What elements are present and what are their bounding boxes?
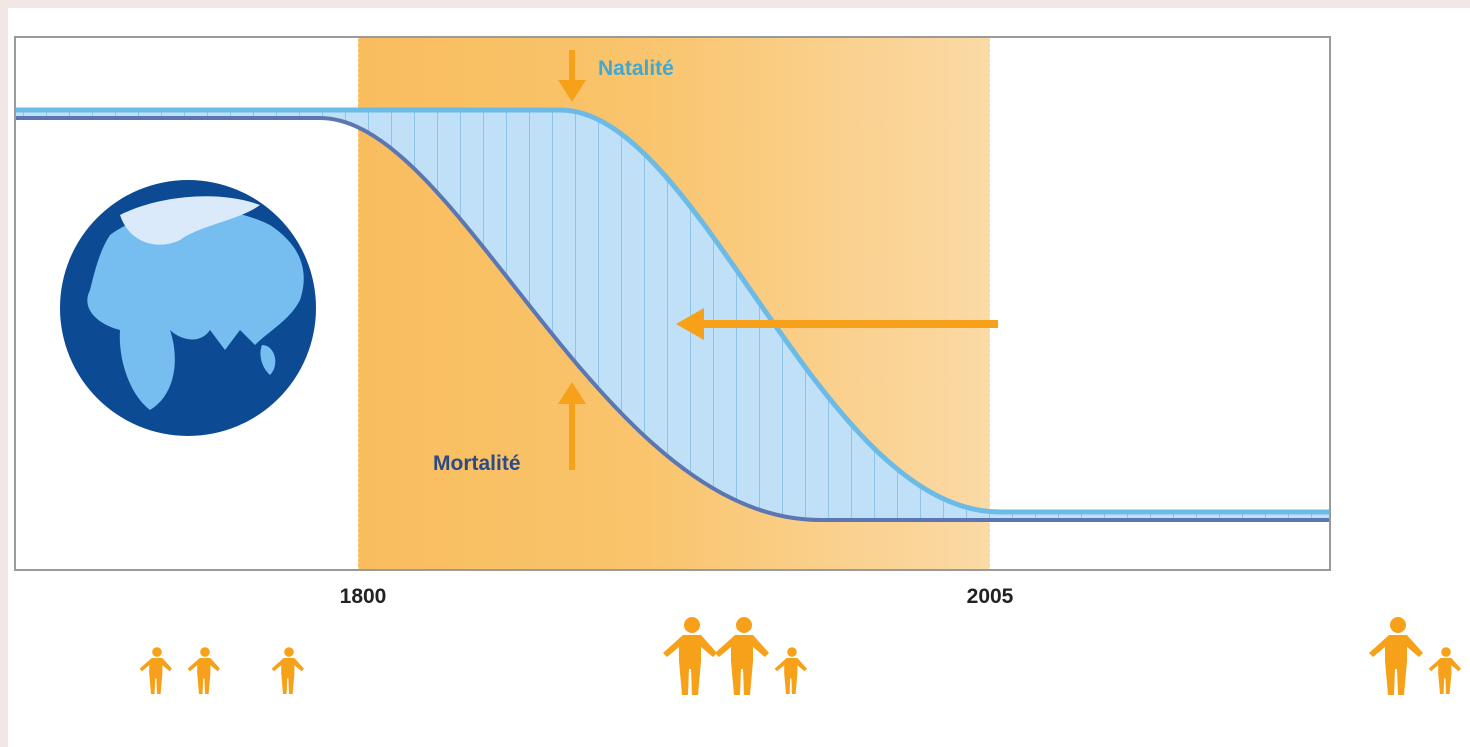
year-label: 1800: [340, 585, 387, 608]
diagram: Natalité Mortalité 1800 2005: [0, 0, 1470, 747]
death-label: Mortalité: [433, 452, 521, 475]
globe: [60, 180, 316, 436]
year-label: 2005: [967, 585, 1014, 608]
birth-label: Natalité: [598, 57, 674, 80]
page: Natalité Mortalité 1800 2005 (() => { co…: [0, 0, 1470, 747]
